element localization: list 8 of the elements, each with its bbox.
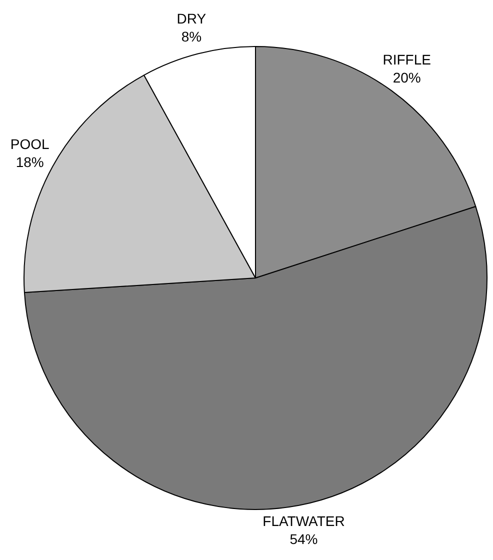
data-label: 20% [392,70,421,86]
data-label: 18% [16,154,44,170]
slice-label: FLATWATER [262,512,345,529]
data-label: 54% [290,530,318,547]
data-label: 8% [181,28,202,44]
slice-label: DRY [176,10,207,26]
slice-label: RIFFLE [382,52,431,68]
slice-label: POOL [10,136,50,152]
